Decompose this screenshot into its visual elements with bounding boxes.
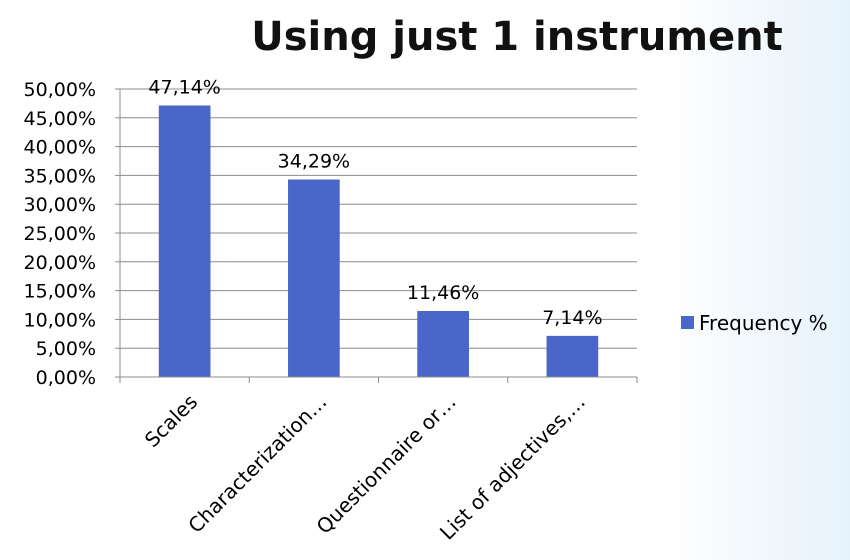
category-label: Scales	[140, 390, 202, 452]
legend-swatch	[681, 316, 694, 329]
axes	[115, 88, 638, 383]
data-label: 11,46%	[407, 282, 479, 304]
data-label: 7,14%	[542, 307, 602, 329]
category-label: List of adjectives,…	[435, 390, 590, 545]
y-axis-tick-labels: 0,00% 5,00% 10,00% 15,00% 20,00% 25,00% 30,00%…	[24, 79, 96, 389]
y-tick-label: 25,00%	[24, 223, 96, 245]
legend-label: Frequency %	[699, 311, 828, 335]
category-label: Questionnaire or…	[312, 390, 461, 539]
y-tick-label: 0,00%	[36, 367, 96, 389]
y-tick-label: 30,00%	[24, 194, 96, 216]
bar	[417, 310, 469, 377]
y-tick-label: 15,00%	[24, 281, 96, 303]
data-label: 34,29%	[278, 150, 350, 172]
legend: Frequency %	[681, 311, 828, 335]
y-tick-label: 40,00%	[24, 137, 96, 159]
chart-title: Using just 1 instrument	[251, 14, 783, 60]
bar	[158, 105, 211, 377]
bar	[546, 335, 599, 377]
data-label: 47,14%	[148, 76, 220, 98]
y-tick-label: 20,00%	[24, 252, 96, 274]
category-label: Characterization…	[183, 390, 331, 538]
y-tick-label: 50,00%	[24, 79, 96, 101]
y-tick-label: 45,00%	[24, 108, 96, 130]
y-tick-label: 35,00%	[24, 165, 96, 187]
y-tick-label: 5,00%	[36, 338, 96, 360]
y-tick-label: 10,00%	[24, 309, 96, 331]
data-labels: 47,14% 34,29% 11,46% 7,14%	[148, 76, 602, 328]
bars	[158, 105, 599, 377]
bar	[288, 179, 340, 377]
